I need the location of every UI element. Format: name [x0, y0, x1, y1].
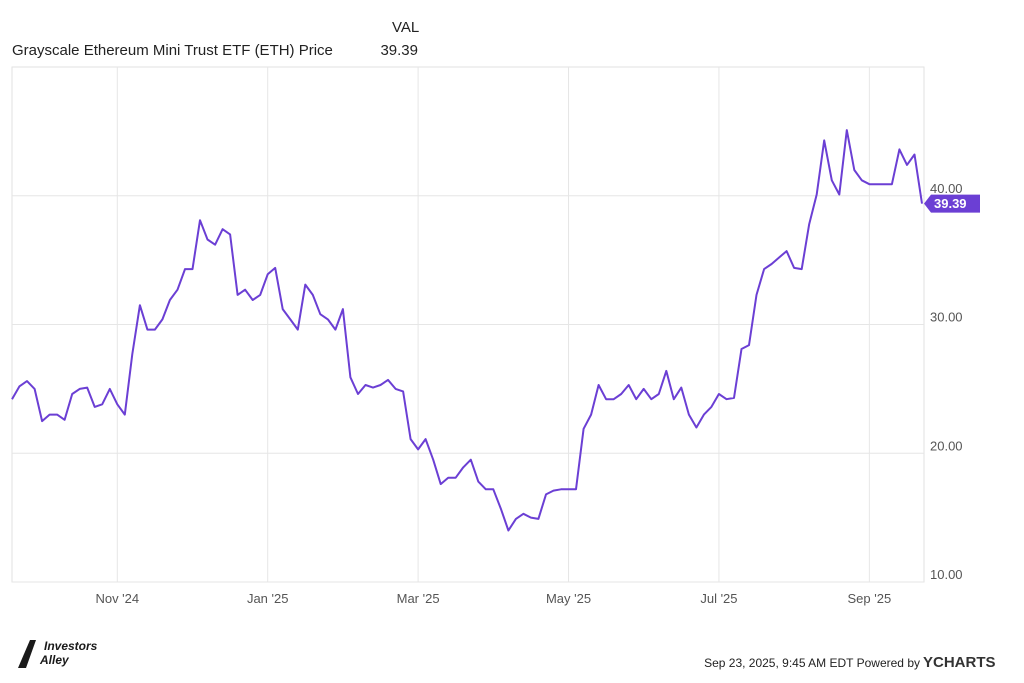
line — [11, 129, 923, 532]
column-header: VAL — [392, 19, 419, 36]
x-tick-label: Nov '24 — [95, 591, 139, 606]
logo-text: Alley — [39, 653, 70, 667]
logo-text: Investors — [44, 639, 98, 653]
footer: Sep 23, 2025, 9:45 AM EDT Powered by — [704, 656, 920, 670]
x-tick-label: Sep '25 — [848, 591, 892, 606]
y-tick-label: 30.00 — [930, 310, 963, 325]
brand: YCHARTS — [923, 654, 996, 671]
logo: Investors Alley — [18, 639, 98, 668]
y-tick-label: 10.00 — [930, 567, 963, 582]
logo-mark — [18, 640, 36, 668]
legend-value: 39.39 — [380, 42, 418, 59]
y-tick-label: 20.00 — [930, 438, 963, 453]
legend-entry: Grayscale Ethereum Mini Trust ETF (ETH) … — [12, 42, 333, 59]
x-tick-label: May '25 — [546, 591, 591, 606]
y-tick-label: 40.00 — [930, 181, 963, 196]
x-tick-label: Mar '25 — [397, 591, 440, 606]
end-label-tag — [924, 194, 980, 213]
end-label: 39.39 — [934, 196, 967, 211]
x-tick-label: Jul '25 — [700, 591, 737, 606]
x-tick-label: Jan '25 — [247, 591, 289, 606]
